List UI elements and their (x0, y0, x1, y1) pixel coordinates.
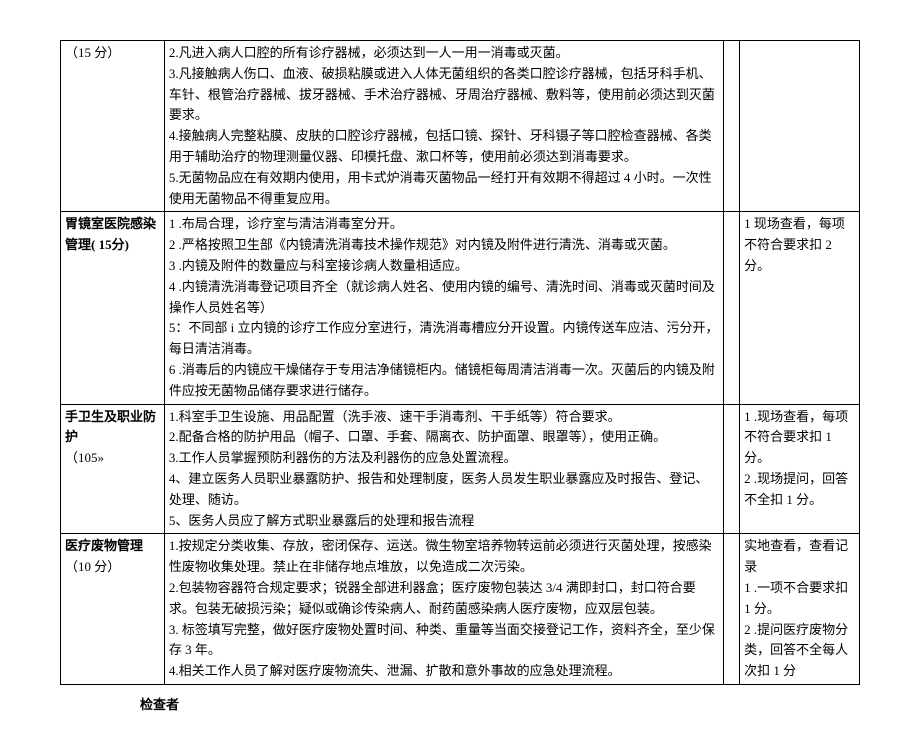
score-cell (724, 41, 740, 212)
score-cell (724, 212, 740, 404)
criteria-cell (740, 41, 860, 212)
content-cell: 1 .布局合理，诊疗室与清洁消毒室分开。2 .严格按照卫生部《内镜清洗消毒技术操… (164, 212, 723, 404)
score-cell (724, 404, 740, 534)
table-row: （15 分）2.凡进入病人口腔的所有诊疗器械，必须达到一人一用一消毒或灭菌。3.… (61, 41, 860, 212)
footer-label: 检查者 (140, 695, 860, 716)
criteria-cell: 1 现场查看，每项不符合要求扣 2 分。 (740, 212, 860, 404)
assessment-table: （15 分）2.凡进入病人口腔的所有诊疗器械，必须达到一人一用一消毒或灭菌。3.… (60, 40, 860, 685)
category-cell: 医疗废物管理（10 分） (61, 534, 165, 685)
table-row: 医疗废物管理（10 分）1.按规定分类收集、存放，密闭保存、运送。微生物室培养物… (61, 534, 860, 685)
table-row: 胃镜室医院感染管理( 15分)1 .布局合理，诊疗室与清洁消毒室分开。2 .严格… (61, 212, 860, 404)
content-cell: 1.科室手卫生设施、用品配置（洗手液、速干手消毒剂、干手纸等）符合要求。2.配备… (164, 404, 723, 534)
category-cell: 胃镜室医院感染管理( 15分) (61, 212, 165, 404)
content-cell: 2.凡进入病人口腔的所有诊疗器械，必须达到一人一用一消毒或灭菌。3.凡接触病人伤… (164, 41, 723, 212)
table-row: 手卫生及职业防护（105»1.科室手卫生设施、用品配置（洗手液、速干手消毒剂、干… (61, 404, 860, 534)
content-cell: 1.按规定分类收集、存放，密闭保存、运送。微生物室培养物转运前必须进行灭菌处理，… (164, 534, 723, 685)
score-cell (724, 534, 740, 685)
category-cell: （15 分） (61, 41, 165, 212)
criteria-cell: 实地查看，查看记录1 .一项不合要求扣 1 分。2 .提问医疗废物分类，回答不全… (740, 534, 860, 685)
category-cell: 手卫生及职业防护（105» (61, 404, 165, 534)
criteria-cell: 1 .现场查看，每项不符合要求扣 1 分。2 .现场提问，回答不全扣 1 分。 (740, 404, 860, 534)
